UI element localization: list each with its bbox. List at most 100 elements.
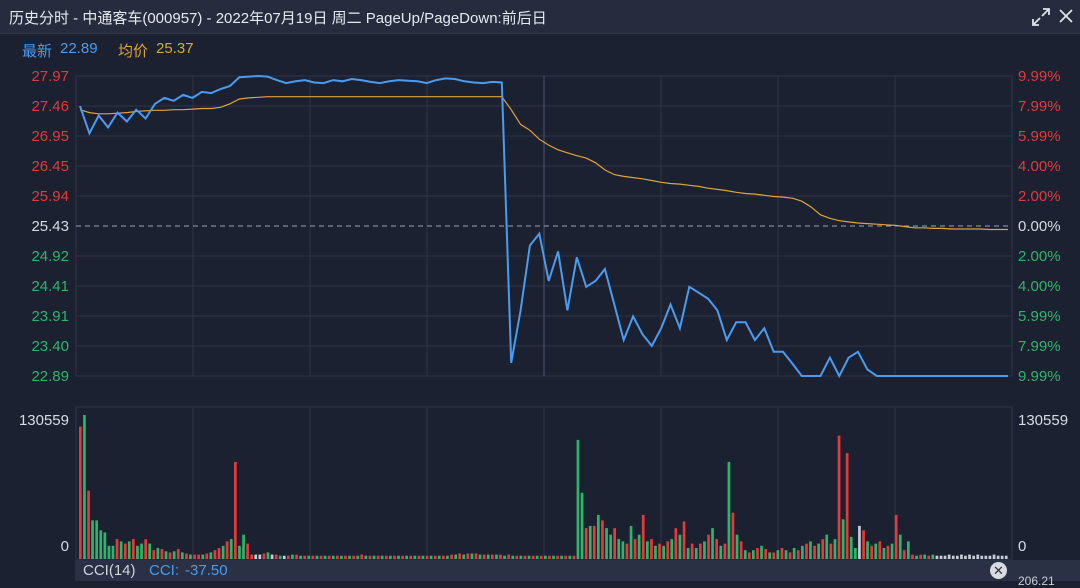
volume-bar bbox=[331, 555, 335, 559]
volume-bar bbox=[768, 552, 771, 559]
volume-bar bbox=[246, 543, 249, 559]
volume-bar bbox=[311, 555, 315, 559]
volume-bar bbox=[968, 554, 971, 559]
volume-bar bbox=[666, 541, 670, 559]
y-tick-label-right: 2.00% bbox=[1018, 188, 1061, 205]
volume-bar bbox=[315, 555, 319, 559]
close-indicator-icon[interactable]: ✕ bbox=[990, 562, 1007, 579]
volume-bar bbox=[99, 530, 103, 559]
volume-bar bbox=[433, 555, 437, 559]
volume-bar bbox=[103, 532, 107, 559]
volume-bar bbox=[609, 534, 612, 559]
expand-arrows-icon[interactable] bbox=[1030, 6, 1052, 28]
volume-bar bbox=[625, 543, 629, 559]
volume-bar bbox=[119, 541, 123, 559]
volume-bar bbox=[319, 555, 323, 559]
cci-value: -37.50 bbox=[185, 562, 228, 579]
volume-bar bbox=[209, 552, 213, 559]
volume-bar bbox=[164, 551, 168, 559]
volume-bar bbox=[621, 541, 625, 559]
volume-bar bbox=[996, 555, 1000, 559]
indicator-axis-value: 206.21 bbox=[1018, 574, 1055, 588]
volume-bar bbox=[682, 521, 686, 559]
y-tick-label-right: 7.99% bbox=[1018, 338, 1061, 355]
volume-bar bbox=[629, 525, 633, 559]
volume-bar bbox=[886, 545, 890, 559]
volume-bar bbox=[890, 543, 894, 559]
y-tick-label-right: 0.00% bbox=[1018, 218, 1061, 235]
volume-bar bbox=[605, 528, 608, 559]
close-icon[interactable] bbox=[1056, 6, 1076, 26]
volume-bar bbox=[344, 555, 347, 559]
volume-bar bbox=[499, 554, 502, 559]
volume-bar bbox=[144, 539, 147, 559]
volume-bar bbox=[849, 536, 853, 559]
volume-bar bbox=[254, 554, 258, 559]
volume-tick-max-right: 130559 bbox=[1018, 412, 1068, 429]
volume-bar bbox=[380, 555, 384, 559]
volume-bar bbox=[882, 548, 886, 559]
volume-tick-zero-right: 0 bbox=[1018, 538, 1026, 555]
volume-bar bbox=[393, 555, 396, 559]
cci-label: CCI: bbox=[149, 562, 179, 579]
y-tick-label-left: 25.43 bbox=[31, 218, 69, 235]
volume-bar bbox=[670, 539, 674, 559]
volume-bar bbox=[429, 555, 433, 559]
volume-bar bbox=[172, 551, 176, 559]
y-tick-label-left: 26.45 bbox=[31, 158, 69, 175]
volume-bar bbox=[686, 548, 690, 559]
volume-bar bbox=[323, 555, 327, 559]
volume-bar bbox=[495, 554, 498, 559]
volume-bar bbox=[503, 555, 506, 559]
volume-bar bbox=[470, 553, 474, 559]
volume-bar bbox=[719, 545, 723, 559]
volume-bar bbox=[360, 554, 364, 559]
volume-bar bbox=[747, 552, 751, 559]
volume-bar bbox=[111, 545, 115, 559]
volume-bar bbox=[780, 548, 784, 559]
volume-bar bbox=[83, 415, 86, 559]
volume-bar bbox=[813, 545, 816, 559]
volume-bar bbox=[923, 554, 926, 559]
volume-bar bbox=[189, 554, 192, 559]
volume-bar bbox=[907, 541, 910, 559]
volume-bar bbox=[947, 554, 951, 559]
volume-bar bbox=[454, 554, 457, 559]
volume-bar bbox=[703, 541, 706, 559]
volume-bar bbox=[817, 543, 820, 559]
volume-bar bbox=[980, 555, 984, 559]
y-tick-label-right: 5.99% bbox=[1018, 308, 1061, 325]
volume-bar bbox=[837, 435, 841, 559]
volume-bar bbox=[588, 525, 592, 559]
volume-bar bbox=[801, 545, 804, 559]
y-tick-label-right: 9.99% bbox=[1018, 368, 1061, 385]
volume-bar bbox=[951, 555, 955, 559]
volume-bar bbox=[841, 519, 845, 559]
volume-bar bbox=[935, 555, 939, 559]
volume-bar bbox=[132, 539, 135, 559]
volume-bar bbox=[160, 549, 164, 559]
volume-bar bbox=[107, 545, 111, 559]
volume-bar bbox=[405, 555, 408, 559]
volume-bar bbox=[437, 555, 441, 559]
volume-bar bbox=[327, 555, 331, 559]
volume-bar bbox=[307, 555, 311, 559]
volume-bar bbox=[140, 543, 143, 559]
volume-bar bbox=[474, 553, 478, 559]
volume-bar bbox=[368, 555, 372, 559]
volume-bar bbox=[764, 549, 767, 559]
volume-bar bbox=[699, 543, 702, 559]
volume-bar bbox=[809, 541, 812, 559]
volume-bar bbox=[258, 554, 262, 559]
percent-axis-right: 9.99% 7.99% 5.99% 4.00% 2.00% 0.00% 2.00% 4.00%… bbox=[1018, 68, 1061, 385]
indicator-name[interactable]: CCI(14) bbox=[83, 562, 136, 579]
volume-bar bbox=[238, 545, 241, 559]
volume-bar bbox=[915, 555, 918, 559]
y-tick-label-left: 26.95 bbox=[31, 128, 69, 145]
intraday-chart: 27.97 27.46 26.95 26.45 25.94 25.43 24.92 24.41… bbox=[19, 68, 1068, 560]
volume-bar bbox=[136, 545, 139, 559]
volume-bar bbox=[833, 539, 837, 559]
volume-bar bbox=[825, 534, 829, 559]
volume-bar bbox=[531, 555, 535, 559]
volume-bar bbox=[291, 554, 294, 559]
